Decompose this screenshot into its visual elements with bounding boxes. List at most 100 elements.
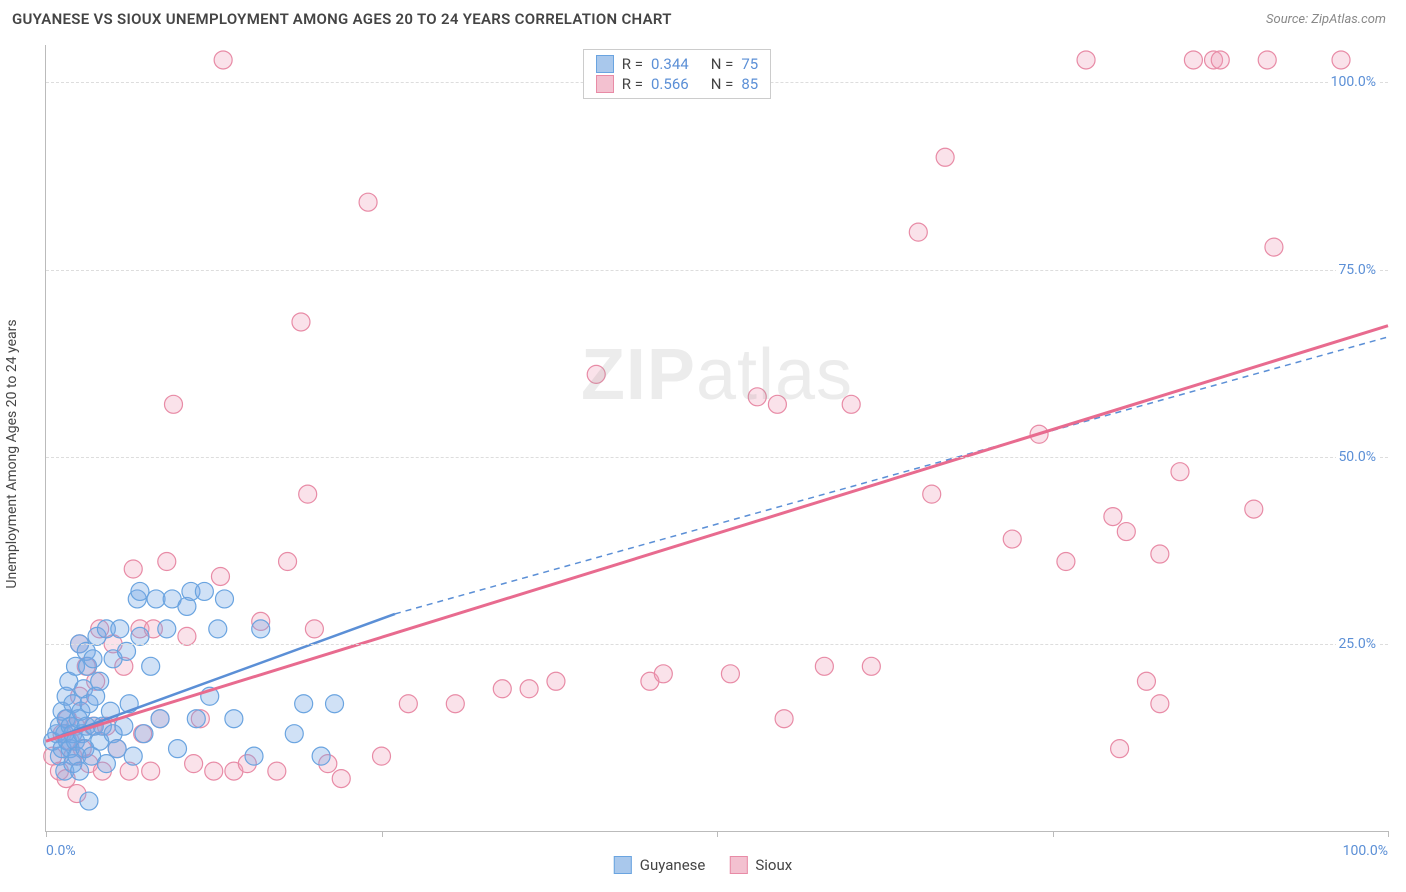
data-point — [1184, 51, 1202, 69]
data-point — [279, 553, 297, 571]
r-label: R = — [622, 55, 643, 73]
legend-swatch — [729, 856, 747, 874]
x-tick-label: 100.0% — [1343, 843, 1388, 859]
data-point — [1104, 508, 1122, 526]
data-point — [909, 223, 927, 241]
gridline — [46, 644, 1388, 645]
data-point — [252, 620, 270, 638]
data-point — [312, 747, 330, 765]
data-point — [587, 365, 605, 383]
legend-swatch — [596, 55, 614, 73]
data-point — [923, 485, 941, 503]
data-point — [748, 388, 766, 406]
data-point — [446, 695, 464, 713]
legend-item: Sioux — [729, 856, 792, 874]
data-point — [268, 762, 286, 780]
data-point — [1265, 238, 1283, 256]
data-point — [1171, 463, 1189, 481]
data-point — [332, 770, 350, 788]
data-point — [493, 680, 511, 698]
y-tick-label: 50.0% — [1336, 449, 1378, 465]
stats-legend-row: R =0.566N =85 — [596, 74, 758, 94]
chart-header: GUYANESE VS SIOUX UNEMPLOYMENT AMONG AGE… — [0, 0, 1406, 36]
data-point — [147, 590, 165, 608]
data-point — [815, 657, 833, 675]
data-point — [108, 740, 126, 758]
chart-plot-area: ZIPatlas R =0.344N =75R =0.566N =85 25.0… — [45, 45, 1388, 832]
data-point — [1332, 51, 1350, 69]
data-point — [158, 553, 176, 571]
data-point — [169, 740, 187, 758]
series-legend: Guyanese Sioux — [614, 856, 792, 874]
data-point — [164, 395, 182, 413]
data-point — [158, 620, 176, 638]
data-point — [299, 485, 317, 503]
data-point — [359, 193, 377, 211]
data-point — [97, 755, 115, 773]
data-point — [842, 395, 860, 413]
data-point — [178, 627, 196, 645]
data-point — [295, 695, 313, 713]
data-point — [71, 762, 89, 780]
data-point — [211, 567, 229, 585]
r-label: R = — [622, 75, 643, 93]
data-point — [195, 582, 213, 600]
data-point — [214, 51, 232, 69]
data-point — [1151, 695, 1169, 713]
data-point — [187, 710, 205, 728]
data-point — [862, 657, 880, 675]
scatter-svg — [46, 45, 1388, 831]
data-point — [305, 620, 323, 638]
data-point — [124, 560, 142, 578]
data-point — [80, 792, 98, 810]
data-point — [1258, 51, 1276, 69]
data-point — [1211, 51, 1229, 69]
data-point — [84, 650, 102, 668]
data-point — [151, 710, 169, 728]
data-point — [936, 148, 954, 166]
r-value: 0.566 — [651, 75, 689, 93]
x-tick-label: 0.0% — [46, 843, 76, 859]
x-tick — [1053, 831, 1054, 837]
y-tick-label: 75.0% — [1336, 262, 1378, 278]
data-point — [775, 710, 793, 728]
gridline — [46, 270, 1388, 271]
y-tick-label: 100.0% — [1329, 74, 1378, 90]
x-tick — [382, 831, 383, 837]
data-point — [245, 747, 263, 765]
data-point — [1077, 51, 1095, 69]
n-label: N = — [711, 55, 734, 73]
data-point — [1057, 553, 1075, 571]
legend-swatch — [596, 75, 614, 93]
data-point — [768, 395, 786, 413]
legend-label: Sioux — [755, 856, 792, 874]
n-value: 75 — [741, 55, 758, 73]
data-point — [185, 755, 203, 773]
data-point — [91, 672, 109, 690]
legend-item: Guyanese — [614, 856, 706, 874]
data-point — [1245, 500, 1263, 518]
source-label: Source: ZipAtlas.com — [1266, 12, 1386, 27]
data-point — [1137, 672, 1155, 690]
data-point — [135, 725, 153, 743]
data-point — [118, 642, 136, 660]
data-point — [285, 725, 303, 743]
legend-label: Guyanese — [640, 856, 706, 874]
data-point — [1111, 740, 1129, 758]
data-point — [721, 665, 739, 683]
data-point — [131, 627, 149, 645]
data-point — [547, 672, 565, 690]
data-point — [124, 747, 142, 765]
data-point — [1003, 530, 1021, 548]
data-point — [205, 762, 223, 780]
data-point — [225, 710, 243, 728]
data-point — [520, 680, 538, 698]
y-tick-label: 25.0% — [1336, 636, 1378, 652]
y-axis-label: Unemployment Among Ages 20 to 24 years — [4, 319, 20, 588]
data-point — [215, 590, 233, 608]
data-point — [142, 762, 160, 780]
x-tick — [46, 831, 47, 837]
x-tick — [1388, 831, 1389, 837]
data-point — [111, 620, 129, 638]
data-point — [292, 313, 310, 331]
